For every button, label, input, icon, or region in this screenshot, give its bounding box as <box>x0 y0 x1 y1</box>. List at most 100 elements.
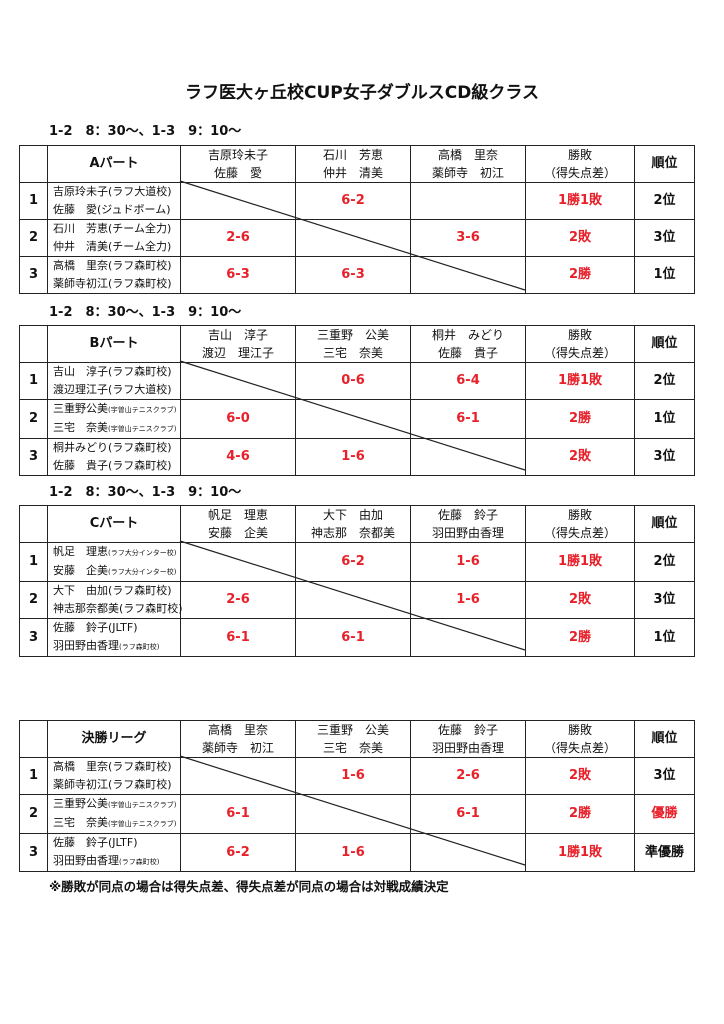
match-score: 2-6 <box>180 581 296 619</box>
player-line: 吉山 淳子(ラフ森町校) <box>53 363 180 381</box>
rank-header: 順位 <box>634 505 695 543</box>
row-number: 1 <box>19 362 48 400</box>
win-loss-result: 1勝1敗 <box>525 542 635 582</box>
player-line: 佐藤 愛(ジュドボーム) <box>53 201 180 219</box>
header-row: Cパート 帆足 理恵 安藤 企美 大下 由加 神志那 奈都美 佐藤 鈴子 羽田野由香理 勝敗（… <box>19 505 695 543</box>
match-score: 6-0 <box>180 399 296 439</box>
player-name: 吉山 淳子 <box>53 365 108 378</box>
match-score <box>180 362 296 400</box>
header-row: 決勝リーグ 高橋 里奈 薬師寺 初江 三重野 公美 三宅 奈美 佐藤 鈴子 羽田野由香理 勝敗… <box>19 720 695 758</box>
match-score: 6-3 <box>295 256 411 294</box>
pair-names: 高橋 里奈(ラフ森町校) 薬師寺初江(ラフ森町校) <box>47 256 181 294</box>
match-score: 6-2 <box>295 182 411 220</box>
row-number: 3 <box>19 438 48 476</box>
rank-header: 順位 <box>634 325 695 363</box>
row-number: 2 <box>19 399 48 439</box>
player-line: 大下 由加(ラフ森町校) <box>53 582 180 600</box>
player-line: 吉原玲未子(ラフ大道校) <box>53 183 180 201</box>
match-score <box>295 794 411 834</box>
table-row: 1 吉原玲未子(ラフ大道校) 佐藤 愛(ジュドボーム) 6-2 1勝1敗 2位 <box>19 182 695 220</box>
pair-names: 吉山 淳子(ラフ森町校) 渡辺理江子(ラフ大道校) <box>47 362 181 400</box>
match-score <box>410 256 526 294</box>
column-player: 高橋 里奈 <box>207 723 268 737</box>
pair-names: 大下 由加(ラフ森町校) 神志那奈都美(ラフ森町校) <box>47 581 183 619</box>
pair-names: 三重野公美(宇曽山テニスクラブ) 三宅 奈美(宇曽山テニスクラブ) <box>47 794 181 834</box>
footnote: ※勝敗が同点の場合は得失点差、得失点差が同点の場合は対戦成績決定 <box>49 879 449 894</box>
match-score: 1-6 <box>410 581 526 619</box>
match-score: 4-6 <box>180 438 296 476</box>
row-number: 1 <box>19 542 48 582</box>
player-club: (宇曽山テニスクラブ) <box>108 406 177 414</box>
part-label: Aパート <box>47 145 181 183</box>
pair-names: 帆足 理恵(ラフ大分インター校) 安藤 企美(ラフ大分インター校) <box>47 542 181 582</box>
result-header-line: （得失点差） <box>543 346 616 360</box>
match-score: 2-6 <box>180 219 296 257</box>
table-row: 2 石川 芳恵(チーム全力) 仲井 清美(チーム全力) 2-6 3-6 2敗 3位 <box>19 219 695 257</box>
row-number: 1 <box>19 757 48 795</box>
rank-value: 1位 <box>634 256 695 294</box>
column-header: 桐井 みどり 佐藤 貴子 <box>410 325 526 363</box>
player-line: 安藤 企美(ラフ大分インター校) <box>53 562 180 581</box>
column-player: 石川 芳恵 <box>322 148 383 162</box>
match-score: 0-6 <box>295 362 411 400</box>
result-header-line: 勝敗 <box>567 508 592 522</box>
match-score <box>180 182 296 220</box>
result-header-line: （得失点差） <box>543 166 616 180</box>
schedule-time: 1-2 8：30～、1-3 9：10～ <box>49 124 242 139</box>
player-name: 高橋 里奈 <box>53 259 108 272</box>
win-loss-result: 2勝 <box>525 794 635 834</box>
match-score: 1-6 <box>295 757 411 795</box>
column-player: 佐藤 愛 <box>213 166 262 180</box>
match-score: 2-6 <box>410 757 526 795</box>
player-line: 佐藤 鈴子(JLTF) <box>53 619 180 637</box>
player-name: 三宅 奈美 <box>53 421 108 434</box>
rank-value: 3位 <box>634 438 695 476</box>
player-line: 佐藤 貴子(ラフ森町校) <box>53 457 180 475</box>
player-line: 高橋 里奈(ラフ森町校) <box>53 257 180 275</box>
pair-names: 三重野公美(宇曽山テニスクラブ) 三宅 奈美(宇曽山テニスクラブ) <box>47 399 181 439</box>
player-club: (チーム全力) <box>108 222 172 235</box>
rank-value: 1位 <box>634 618 695 657</box>
match-score: 6-1 <box>180 618 296 657</box>
row-number: 2 <box>19 794 48 834</box>
player-name: 三宅 奈美 <box>53 816 108 829</box>
player-line: 渡辺理江子(ラフ大道校) <box>53 381 180 399</box>
column-header: 佐藤 鈴子 羽田野由香理 <box>410 720 526 758</box>
win-loss-result: 1勝1敗 <box>525 362 635 400</box>
column-player: 佐藤 鈴子 <box>437 508 498 522</box>
match-score: 6-1 <box>180 794 296 834</box>
player-name: 羽田野由香理 <box>53 854 119 867</box>
pair-names: 高橋 里奈(ラフ森町校) 薬師寺初江(ラフ森町校) <box>47 757 181 795</box>
player-club: (チーム全力) <box>108 240 172 253</box>
column-player: 三重野 公美 <box>316 723 389 737</box>
player-name: 薬師寺初江 <box>53 277 108 290</box>
league-table: Cパート 帆足 理恵 安藤 企美 大下 由加 神志那 奈都美 佐藤 鈴子 羽田野由香理 勝敗（… <box>19 505 695 657</box>
corner-cell <box>19 720 48 758</box>
player-club: (ラフ森町校) <box>108 365 172 378</box>
rank-value: 2位 <box>634 362 695 400</box>
player-club: (ラフ森町校) <box>108 259 172 272</box>
player-name: 桐井みどり <box>53 441 108 454</box>
player-line: 佐藤 鈴子(JLTF) <box>53 834 180 852</box>
player-line: 三重野公美(宇曽山テニスクラブ) <box>53 400 180 419</box>
player-club: (ラフ森町校) <box>108 584 172 597</box>
player-line: 薬師寺初江(ラフ森町校) <box>53 776 180 794</box>
rank-value: 3位 <box>634 581 695 619</box>
rank-header: 順位 <box>634 720 695 758</box>
table-row: 3 桐井みどり(ラフ森町校) 佐藤 貴子(ラフ森町校) 4-6 1-6 2敗 3位 <box>19 438 695 476</box>
part-label: Cパート <box>47 505 181 543</box>
player-club: (宇曽山テニスクラブ) <box>108 425 177 433</box>
table-row: 2 三重野公美(宇曽山テニスクラブ) 三宅 奈美(宇曽山テニスクラブ) 6-0 6-1 2… <box>19 399 695 439</box>
header-row: Aパート 吉原玲未子 佐藤 愛石川 芳恵 仲井 清美 高橋 里奈 薬師寺 初江 勝敗 （得失点… <box>19 145 695 183</box>
result-header-line: 勝敗 <box>567 328 592 342</box>
column-player: 羽田野由香理 <box>431 741 504 755</box>
player-name: 帆足 理恵 <box>53 545 108 558</box>
column-player: 神志那 奈都美 <box>310 526 395 540</box>
match-score: 6-1 <box>410 794 526 834</box>
player-line: 仲井 清美(チーム全力) <box>53 238 180 256</box>
win-loss-result: 1勝1敗 <box>525 182 635 220</box>
player-club: (ラフ森町校) <box>108 778 172 791</box>
player-club: (ラフ森町校) <box>119 602 183 615</box>
match-score: 1-6 <box>295 833 411 872</box>
player-name: 薬師寺初江 <box>53 778 108 791</box>
